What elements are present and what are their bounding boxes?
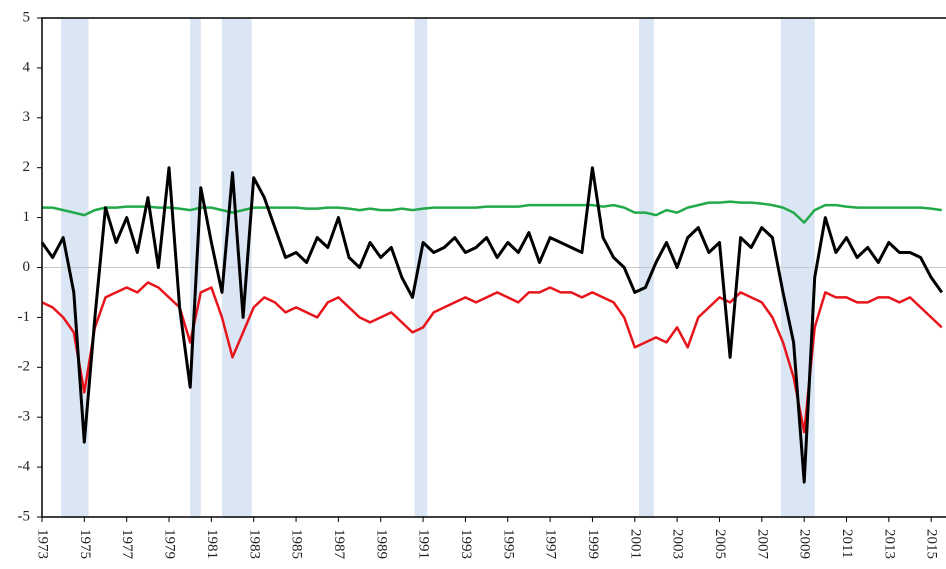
y-tick-label: -3 [18, 409, 31, 425]
y-tick-label: 2 [23, 159, 31, 175]
x-tick-label: 2003 [670, 529, 686, 559]
x-tick-label: 2015 [924, 529, 940, 559]
x-tick-label: 1989 [373, 529, 389, 559]
x-tick-label: 2009 [797, 529, 813, 559]
y-tick-label: -5 [18, 508, 31, 524]
x-tick-label: 1985 [289, 529, 305, 559]
x-tick-label: 1983 [246, 529, 262, 559]
y-tick-label: -1 [18, 309, 31, 325]
y-tick-label: 3 [23, 109, 31, 125]
x-tick-label: 1995 [500, 529, 516, 559]
x-tick-label: 2001 [627, 529, 643, 559]
x-tick-label: 1991 [416, 529, 432, 559]
y-tick-label: 5 [23, 9, 31, 25]
x-tick-label: 1973 [35, 529, 51, 559]
x-tick-label: 1993 [458, 529, 474, 559]
x-tick-label: 2011 [839, 529, 855, 558]
y-tick-label: -4 [18, 459, 31, 475]
x-tick-label: 2005 [712, 529, 728, 559]
x-tick-label: 1979 [162, 529, 178, 559]
series-line [42, 200, 942, 224]
x-tick-label: 1981 [204, 529, 220, 559]
plot-frame [41, 17, 946, 518]
y-tick-label: -2 [18, 359, 31, 375]
y-tick-label: 4 [23, 59, 31, 75]
series-line [40, 166, 944, 484]
y-tick-label: 0 [23, 259, 31, 275]
x-tick-label: 1975 [77, 529, 93, 559]
x-tick-label: 1999 [585, 529, 601, 559]
x-tick-label: 1987 [331, 529, 347, 560]
x-tick-label: 1977 [119, 529, 135, 560]
x-tick-label: 2013 [881, 529, 897, 559]
y-tick-label: 1 [23, 209, 31, 225]
x-tick-label: 1997 [543, 529, 559, 560]
x-tick-label: 2007 [754, 529, 770, 560]
